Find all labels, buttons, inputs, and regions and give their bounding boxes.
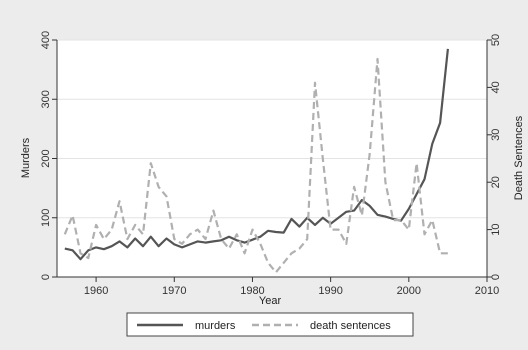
right-y-tick-label: 0 xyxy=(490,274,502,280)
left-y-tick-label: 0 xyxy=(40,274,52,280)
x-tick-label: 2010 xyxy=(475,285,499,297)
left-y-axis-title: Murders xyxy=(20,137,32,178)
series-lines xyxy=(63,48,449,274)
legend-label-death-sentences: death sentences xyxy=(310,320,391,332)
right-y-tick-label: 30 xyxy=(490,129,502,141)
x-tick-label: 2000 xyxy=(397,285,421,297)
series-line-death-sentences xyxy=(63,57,448,274)
legend-label-murders: murders xyxy=(195,320,236,332)
legend: murders death sentences xyxy=(126,312,414,337)
left-y-tick-label: 100 xyxy=(40,209,52,227)
x-tick-label: 1980 xyxy=(240,285,264,297)
x-tick-label: 1970 xyxy=(162,285,186,297)
right-y-tick-label: 10 xyxy=(490,223,502,235)
right-y-tick-label: 40 xyxy=(490,81,502,93)
right-y-tick-label: 50 xyxy=(490,34,502,46)
left-y-tick-label: 200 xyxy=(40,149,52,167)
right-y-tick-label: 20 xyxy=(490,176,502,188)
x-tick-label: 1990 xyxy=(318,285,342,297)
x-tick-label: 1960 xyxy=(84,285,108,297)
gridlines xyxy=(57,39,487,278)
left-y-tick-label: 400 xyxy=(40,31,52,49)
x-axis-title: Year xyxy=(259,295,282,307)
left-y-tick-label: 300 xyxy=(40,90,52,108)
x-axis-ticks: 1960 1970 1980 1990 2000 2010 xyxy=(84,277,499,297)
right-y-axis-ticks: 0 10 20 30 40 50 xyxy=(487,34,502,280)
right-y-axis-title: Death Sentences xyxy=(513,115,525,200)
left-y-axis-ticks: 0 100 200 300 400 xyxy=(40,31,57,280)
